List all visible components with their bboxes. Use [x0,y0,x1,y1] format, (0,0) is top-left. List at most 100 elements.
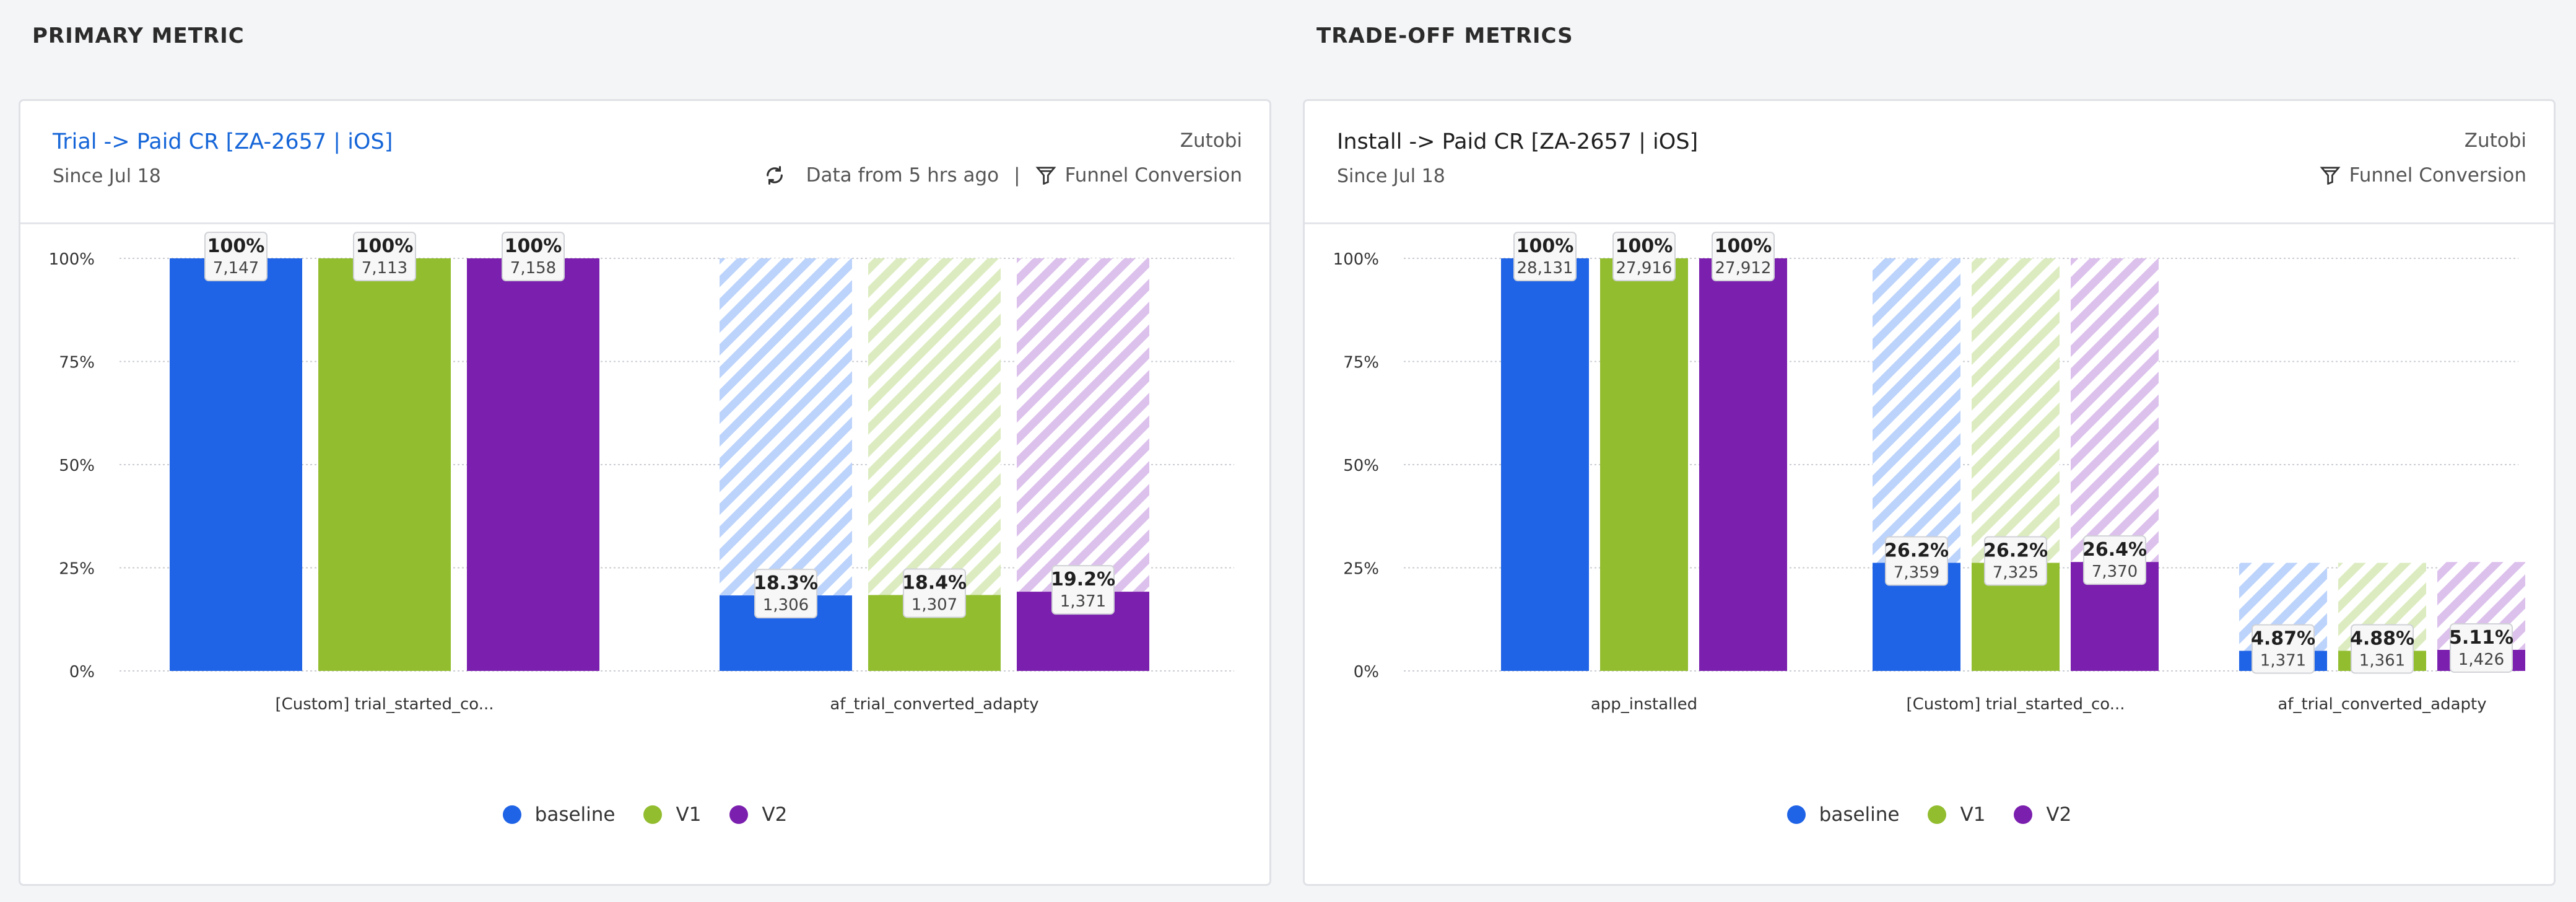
count-label: 27,916 [1616,259,1673,278]
count-label: 27,912 [1715,259,1772,278]
bar-value-label: 100% 7,158 [502,232,565,281]
since-date: Since Jul 18 [53,165,161,187]
legend-dot [1928,805,1947,824]
y-tick-label: 0% [69,663,95,681]
bar [467,258,599,671]
count-label: 1,371 [1060,592,1106,611]
legend-dot [643,805,663,824]
count-label: 1,306 [763,596,809,615]
label-box [1513,232,1577,281]
count-label: 7,147 [213,259,259,278]
bar-value-label: 100% 27,916 [1612,232,1676,281]
legend-item-v2[interactable]: V2 [729,803,787,826]
count-label: 7,325 [1993,564,2039,582]
percent-label: 19.2% [1051,569,1115,590]
count-label: 7,370 [2092,563,2138,581]
meta-separator: | [1014,164,1020,186]
funnel-icon [2320,166,2341,185]
label-box [204,232,268,281]
count-label: 7,158 [510,259,556,278]
legend-item-v2[interactable]: V2 [2014,803,2071,826]
bar-value-label: 18.3% 1,306 [754,569,818,619]
tradeoff-metric-card: Install -> Paid CR [ZA-2657 | iOS] Since… [1303,99,2556,886]
legend-label: V1 [676,803,702,826]
legend-item-v1[interactable]: V1 [1928,803,1985,826]
label-box [903,568,966,618]
bar-value-label: 100% 27,912 [1712,232,1775,281]
y-tick-label: 50% [59,457,95,475]
label-box [2351,624,2414,674]
card-title[interactable]: Install -> Paid CR [ZA-2657 | iOS] [1337,129,1699,154]
legend-label: V2 [2046,803,2072,826]
legend-label: baseline [1819,803,1900,826]
label-box [2252,624,2315,674]
label-box [1885,536,1948,586]
bar-value-label: 19.2% 1,371 [1051,565,1115,615]
percent-label: 4.87% [2251,628,2315,650]
label-box [2083,535,2146,585]
percent-label: 18.3% [754,572,818,594]
legend-dot [502,805,521,824]
legend-label: V1 [1960,803,1986,826]
count-label: 1,426 [2458,650,2504,669]
card-meta: Data from 5 hrs ago | Funnel Conversion [764,164,1242,186]
legend-dot [2014,805,2033,824]
bar-value-label: 5.11%1,426 [2449,623,2513,673]
card-title-link[interactable]: Trial -> Paid CR [ZA-2657 | iOS] [53,129,393,154]
bar-value-label: 4.88% 1,361 [2350,624,2414,674]
y-tick-label: 50% [1343,457,1379,475]
bar-dropoff [1873,258,1960,563]
bar [1699,258,1787,671]
count-label: 7,113 [362,259,407,278]
count-label: 28,131 [1517,259,1573,278]
legend-label: baseline [534,803,616,826]
funnel-conversion-label: Funnel Conversion [1064,164,1242,186]
label-box [1051,565,1115,615]
count-label: 1,361 [2359,651,2405,670]
percent-label: 100% [356,235,414,257]
bar-value-label: 18.4% 1,307 [902,568,967,618]
percent-label: 100% [207,235,265,257]
percent-label: 5.11% [2449,627,2513,649]
funnel-icon [1035,166,1056,185]
since-date: Since Jul 18 [1337,165,1445,187]
tradeoff-metrics-heading: TRADE-OFF METRICS [1316,24,1573,48]
bar-dropoff [2071,258,2159,563]
x-category-label: af_trial_converted_adapty [2278,695,2486,714]
bar-value-label: 26.2% 7,325 [1983,536,2048,586]
y-tick-label: 100% [1333,250,1379,269]
percent-label: 100% [505,235,562,257]
bar-value-label: 100% 28,131 [1513,232,1577,281]
count-label: 1,307 [912,595,957,614]
bar-value-label: 100% 7,113 [353,232,416,281]
legend-item-v1[interactable]: V1 [643,803,701,826]
bar-value-label: 26.4% 7,370 [2082,535,2147,585]
label-box [1712,232,1775,281]
primary-metric-card: Trial -> Paid CR [ZA-2657 | iOS] Since J… [19,99,1271,886]
x-category-label: app_installed [1591,695,1697,714]
refresh-icon[interactable] [764,165,785,186]
percent-label: 26.2% [1884,540,1949,562]
y-tick-label: 0% [1354,663,1379,681]
bar-dropoff [1972,258,2060,563]
x-category-label: [Custom] trial_started_co... [1906,695,2125,714]
primary-metric-heading: PRIMARY METRIC [32,24,245,48]
percent-label: 26.2% [1983,540,2048,562]
label-box [353,232,416,281]
legend-item-baseline[interactable]: baseline [502,803,616,826]
card-header: Trial -> Paid CR [ZA-2657 | iOS] Since J… [20,101,1269,224]
y-tick-label: 25% [1343,560,1379,579]
chart-legend: baseline V1 V2 [20,796,1269,833]
bar-dropoff [1017,258,1149,592]
funnel-conversion-label: Funnel Conversion [2349,164,2526,186]
bar [1600,258,1688,671]
chart-legend: baseline V1 V2 [1305,796,2554,833]
label-box [1612,232,1676,281]
bar-value-label: 4.87% 1,371 [2251,624,2315,674]
percent-label: 100% [1516,235,1574,257]
card-header: Install -> Paid CR [ZA-2657 | iOS] Since… [1305,101,2554,224]
x-category-label: [Custom] trial_started_co... [275,695,494,714]
legend-item-baseline[interactable]: baseline [1786,803,1900,826]
x-category-label: af_trial_converted_adapty [830,695,1038,714]
label-box [2450,623,2513,673]
